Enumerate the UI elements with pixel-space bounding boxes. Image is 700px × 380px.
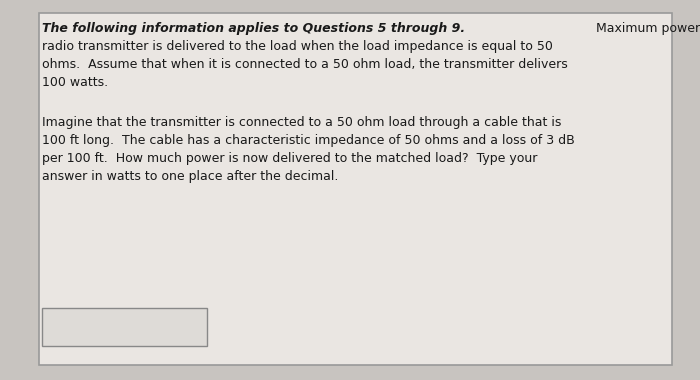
Text: per 100 ft.  How much power is now delivered to the matched load?  Type your: per 100 ft. How much power is now delive…	[42, 152, 538, 165]
Bar	[42, 308, 207, 346]
Text: answer in watts to one place after the decimal.: answer in watts to one place after the d…	[42, 170, 338, 183]
Text: Imagine that the transmitter is connected to a 50 ohm load through a cable that : Imagine that the transmitter is connecte…	[42, 116, 561, 129]
Text: 100 watts.: 100 watts.	[42, 76, 108, 89]
Text: The following information applies to Questions 5 through 9.: The following information applies to Que…	[42, 22, 465, 35]
Text: ohms.  Assume that when it is connected to a 50 ohm load, the transmitter delive: ohms. Assume that when it is connected t…	[42, 58, 568, 71]
Text: radio transmitter is delivered to the load when the load impedance is equal to 5: radio transmitter is delivered to the lo…	[42, 40, 553, 53]
Text: 100 ft long.  The cable has a characteristic impedance of 50 ohms and a loss of : 100 ft long. The cable has a characteris…	[42, 134, 575, 147]
Text: Maximum power from a: Maximum power from a	[588, 22, 700, 35]
